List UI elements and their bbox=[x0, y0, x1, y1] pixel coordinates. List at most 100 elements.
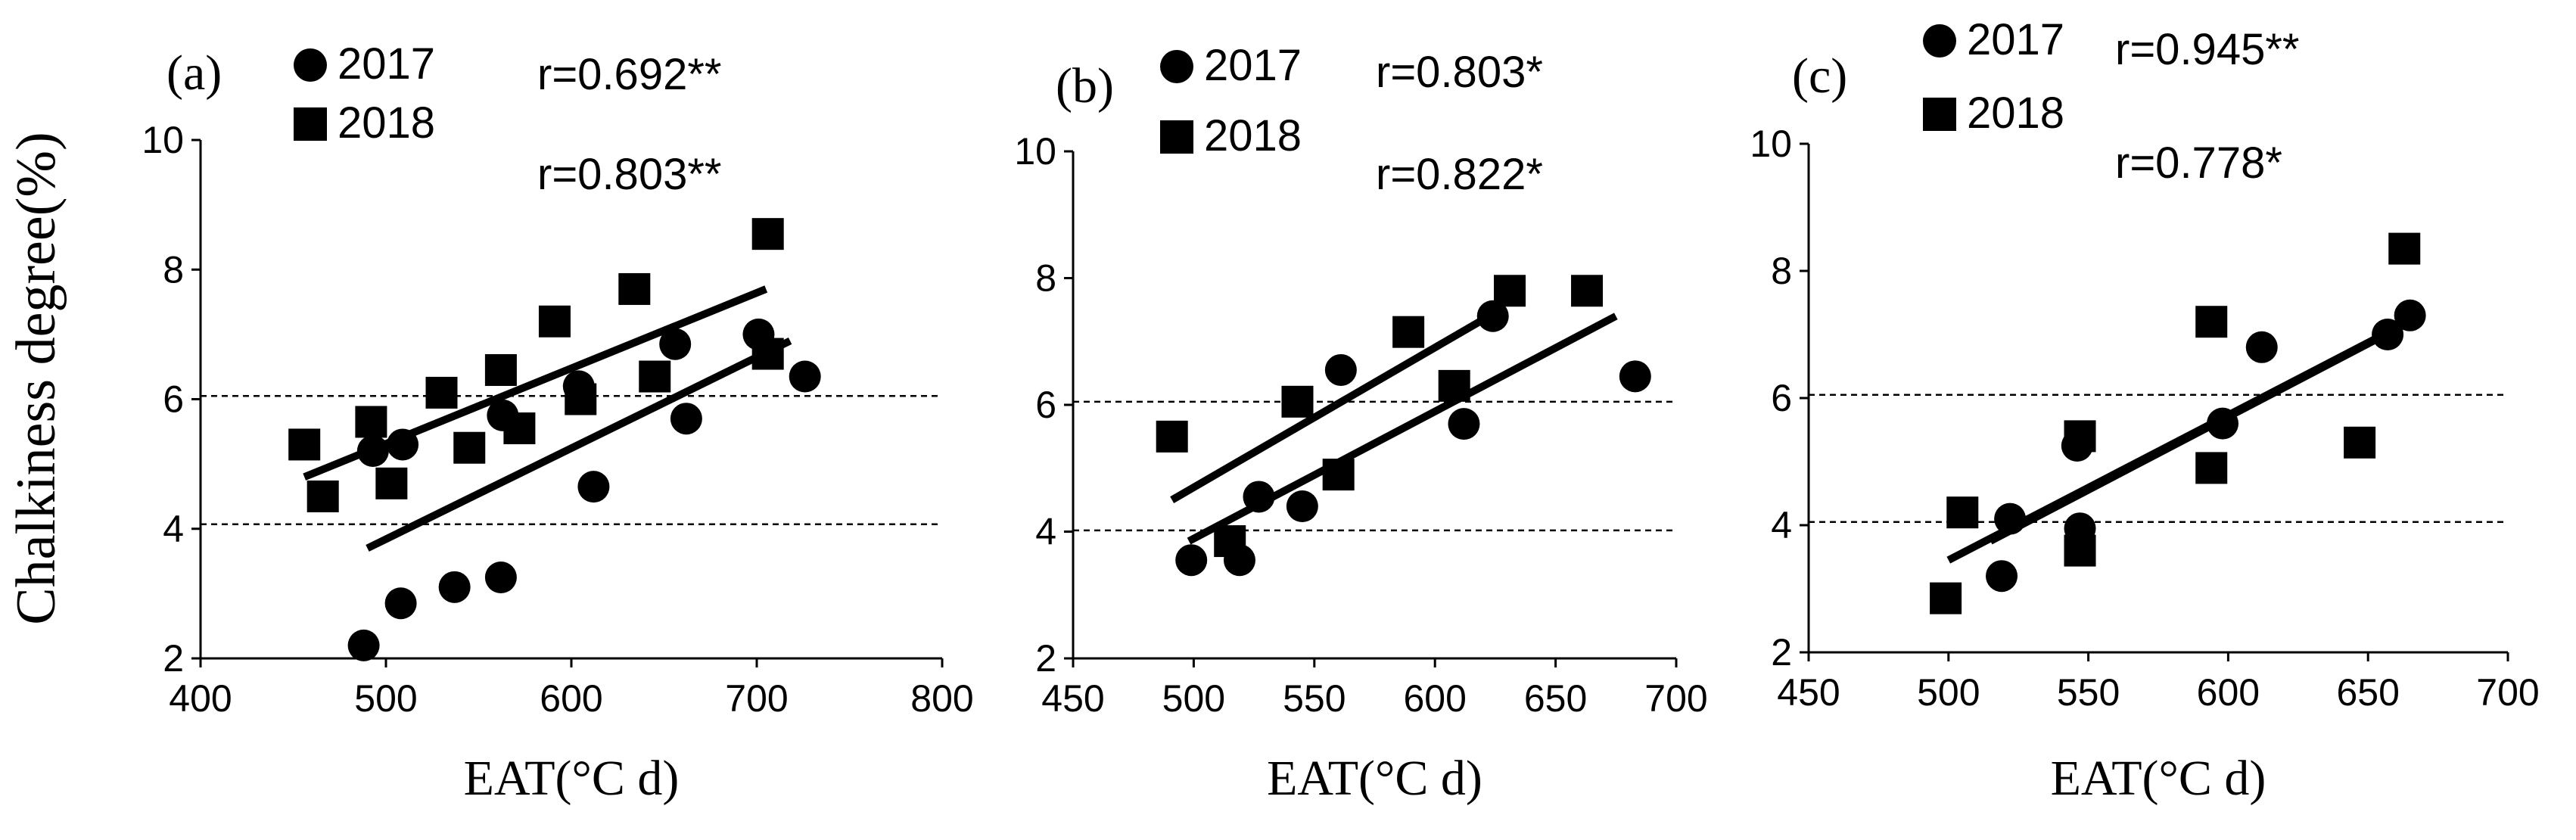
data-point-2017 bbox=[1448, 408, 1480, 440]
data-point-2018 bbox=[503, 412, 536, 445]
correlation-annotation: r=0.822* bbox=[1376, 150, 1543, 199]
y-tick-label: 10 bbox=[1014, 130, 1056, 173]
data-point-2017 bbox=[2245, 331, 2278, 363]
legend-marker-2018 bbox=[1923, 98, 1956, 131]
data-point-2018 bbox=[288, 428, 321, 461]
x-tick-label: 500 bbox=[354, 677, 417, 720]
x-tick-label: 600 bbox=[1403, 677, 1466, 720]
data-point-2018 bbox=[375, 467, 408, 499]
data-point-2018 bbox=[751, 218, 784, 250]
x-tick-label: 650 bbox=[2336, 671, 2399, 714]
legend-label-2018: 2018 bbox=[1967, 89, 2064, 138]
data-point-2017 bbox=[384, 587, 417, 620]
data-point-2018 bbox=[639, 360, 671, 393]
y-tick-label: 6 bbox=[163, 378, 184, 421]
x-tick-label: 550 bbox=[1283, 677, 1346, 720]
y-tick-label: 4 bbox=[1771, 504, 1792, 546]
data-point-2018 bbox=[2344, 426, 2376, 459]
legend-marker-2017 bbox=[1923, 24, 1956, 58]
data-point-2017 bbox=[1619, 360, 1651, 393]
x-axis-label: EAT(°C d) bbox=[464, 751, 680, 806]
y-tick-label: 2 bbox=[1771, 631, 1792, 674]
data-point-2018 bbox=[565, 383, 597, 415]
legend-label-2017: 2017 bbox=[1204, 41, 1302, 90]
panel-label: (b) bbox=[1056, 58, 1114, 114]
fit-line-2018 bbox=[1170, 306, 1502, 503]
data-point-2017 bbox=[789, 360, 821, 393]
x-axis-label: EAT(°C d) bbox=[2051, 751, 2266, 806]
data-point-2018 bbox=[306, 480, 339, 512]
data-point-2017 bbox=[356, 435, 389, 467]
x-tick-label: 500 bbox=[1162, 677, 1225, 720]
y-tick-label: 8 bbox=[163, 248, 184, 291]
correlation-annotation: r=0.803* bbox=[1376, 48, 1543, 97]
data-point-2018 bbox=[1438, 369, 1470, 402]
y-tick-label: 6 bbox=[1771, 377, 1792, 419]
data-point-2018 bbox=[355, 406, 387, 438]
data-point-2018 bbox=[1494, 275, 1526, 307]
data-point-2018 bbox=[751, 338, 784, 370]
data-point-2017 bbox=[2207, 407, 2239, 440]
y-tick-label: 6 bbox=[1035, 384, 1056, 426]
data-point-2018 bbox=[1156, 420, 1188, 453]
data-point-2017 bbox=[438, 571, 471, 603]
legend-label-2017: 2017 bbox=[1967, 15, 2064, 64]
data-point-2018 bbox=[2195, 452, 2228, 484]
legend-label-2018: 2018 bbox=[338, 98, 435, 148]
y-tick-label: 2 bbox=[1035, 637, 1056, 680]
correlation-annotation: r=0.778* bbox=[2115, 138, 2282, 188]
data-point-2017 bbox=[670, 403, 702, 435]
data-point-2018 bbox=[1392, 316, 1425, 348]
panel-b: 2 4 6 8 10 450 500 550 600 650 700 2017 2018 r=0.803*… bbox=[1014, 41, 1707, 806]
correlation-annotation: r=0.945** bbox=[2115, 25, 2299, 74]
x-tick-label: 400 bbox=[169, 677, 232, 720]
x-tick-label: 800 bbox=[910, 677, 973, 720]
legend-marker-2017 bbox=[1160, 50, 1193, 83]
data-point-2018 bbox=[1322, 459, 1355, 491]
data-point-2018 bbox=[453, 431, 486, 464]
y-tick-label: 10 bbox=[1750, 123, 1792, 165]
x-tick-label: 450 bbox=[1041, 677, 1104, 720]
legend-marker-2018 bbox=[294, 107, 327, 141]
y-axis-label: Chalkiness degree(%) bbox=[5, 132, 67, 624]
legend-marker-2018 bbox=[1160, 120, 1193, 154]
legend-label-2018: 2018 bbox=[1204, 111, 1302, 160]
x-tick-label: 600 bbox=[2197, 671, 2260, 714]
data-point-2018 bbox=[484, 353, 517, 386]
data-point-2018 bbox=[1946, 496, 1979, 529]
data-point-2017 bbox=[659, 328, 692, 360]
data-point-2017 bbox=[1986, 560, 2018, 593]
fit-line-2017 bbox=[366, 337, 792, 552]
x-tick-label: 450 bbox=[1777, 671, 1840, 714]
x-tick-label: 500 bbox=[1917, 671, 1980, 714]
legend-label-2017: 2017 bbox=[338, 39, 435, 89]
data-point-2018 bbox=[2064, 420, 2096, 453]
x-tick-label: 700 bbox=[1644, 677, 1707, 720]
data-point-2017 bbox=[2394, 299, 2426, 331]
data-point-2017 bbox=[1994, 502, 2027, 535]
panel-label: (c) bbox=[1792, 48, 1847, 104]
y-tick-label: 2 bbox=[163, 637, 184, 680]
data-point-2018 bbox=[1930, 582, 1962, 614]
x-tick-label: 700 bbox=[725, 677, 788, 720]
panel-a: 2 4 6 8 10 400 500 600 700 800 2017 2018 r=0.692** r=… bbox=[142, 39, 973, 806]
data-point-2017 bbox=[1175, 544, 1208, 577]
y-tick-label: 10 bbox=[142, 119, 184, 161]
legend-marker-2017 bbox=[294, 48, 327, 82]
y-tick-label: 8 bbox=[1771, 250, 1792, 292]
data-point-2018 bbox=[538, 305, 571, 338]
data-point-2017 bbox=[577, 471, 610, 503]
data-point-2017 bbox=[1476, 300, 1509, 332]
data-point-2017 bbox=[387, 428, 419, 461]
data-point-2017 bbox=[484, 561, 517, 593]
data-point-2017 bbox=[2372, 319, 2404, 350]
panel-label: (a) bbox=[166, 45, 222, 101]
correlation-annotation: r=0.692** bbox=[537, 50, 721, 99]
data-point-2018 bbox=[2064, 534, 2096, 567]
x-axis-label: EAT(°C d) bbox=[1267, 751, 1482, 806]
data-point-2018 bbox=[2388, 232, 2421, 265]
data-point-2017 bbox=[1324, 353, 1357, 386]
correlation-annotation: r=0.803** bbox=[537, 150, 721, 199]
data-point-2018 bbox=[618, 272, 651, 305]
